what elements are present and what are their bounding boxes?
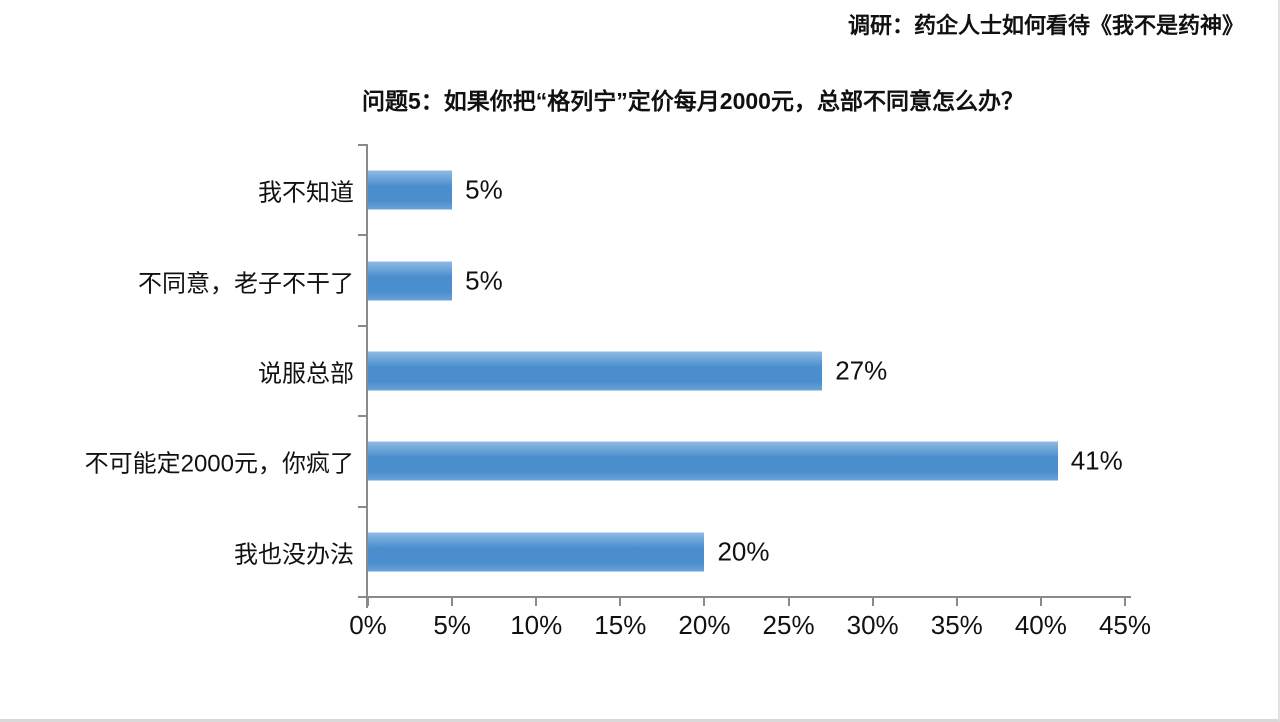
y-axis-tick xyxy=(358,234,368,237)
x-axis-tick xyxy=(703,597,706,606)
x-axis-tick xyxy=(1124,597,1126,606)
chart-row: 说服总部 27% xyxy=(258,326,1125,416)
category-label: 我不知道 xyxy=(258,179,354,207)
x-axis-tick xyxy=(451,597,454,606)
value-label: 5% xyxy=(465,174,503,205)
bar xyxy=(368,170,453,210)
category-label: 不同意，老子不干了 xyxy=(138,270,354,298)
x-axis-tick xyxy=(367,597,369,606)
x-axis-tick xyxy=(955,597,958,606)
y-axis-tick xyxy=(358,324,368,327)
bar xyxy=(368,441,1058,481)
x-axis-tick xyxy=(535,597,538,606)
x-axis-tick-label: 5% xyxy=(433,610,471,640)
x-axis-tick-label: 45% xyxy=(1098,610,1152,640)
value-label: 20% xyxy=(717,536,770,567)
y-axis-tick xyxy=(358,596,368,598)
value-label: 41% xyxy=(1070,445,1123,476)
chart-title: 问题5：如果你把“格列宁”定价每月2000元，总部不同意怎么办？ xyxy=(362,88,1024,114)
x-axis-tick-label: 20% xyxy=(678,610,731,640)
chart-row: 不同意，老子不干了 5% xyxy=(138,235,1125,325)
y-axis-tick xyxy=(358,144,368,146)
bar xyxy=(368,532,705,572)
x-axis-tick xyxy=(871,597,874,606)
x-axis-tick-label: 35% xyxy=(930,610,983,640)
x-axis-tick-label: 30% xyxy=(846,610,899,640)
x-axis-line xyxy=(366,596,1131,598)
chart-row: 我不知道 5% xyxy=(258,145,1125,235)
x-axis-tick xyxy=(619,597,622,606)
chart-row: 不可能定2000元，你疯了 41% xyxy=(85,416,1125,506)
category-label: 不可能定2000元，你疯了 xyxy=(84,450,354,478)
x-axis-tick-label: 40% xyxy=(1014,610,1067,640)
x-axis-tick-label: 0% xyxy=(349,610,387,640)
y-axis-tick xyxy=(358,415,368,418)
plot-area: 我不知道 5% 不同意，老子不干了 5% 说服总部 27% 不可能定2000元，你疯了 41%… xyxy=(85,144,1151,640)
survey-source-note: 调研：药企人士如何看待《我不是药神》 xyxy=(847,13,1244,38)
x-axis-tick xyxy=(1039,597,1042,606)
y-axis-tick xyxy=(358,505,368,508)
y-axis-line xyxy=(366,144,368,608)
chart-row: 我也没办法 20% xyxy=(234,507,1125,597)
x-axis-tick-label: 15% xyxy=(594,610,647,640)
x-axis-tick-label: 10% xyxy=(510,610,563,640)
x-axis-tick-label: 25% xyxy=(762,610,815,640)
category-label: 说服总部 xyxy=(258,360,354,388)
bar xyxy=(368,261,453,301)
category-label: 我也没办法 xyxy=(234,541,354,569)
value-label: 5% xyxy=(465,265,503,296)
x-axis-tick xyxy=(787,597,790,606)
value-label: 27% xyxy=(835,355,888,386)
bar xyxy=(368,351,823,391)
